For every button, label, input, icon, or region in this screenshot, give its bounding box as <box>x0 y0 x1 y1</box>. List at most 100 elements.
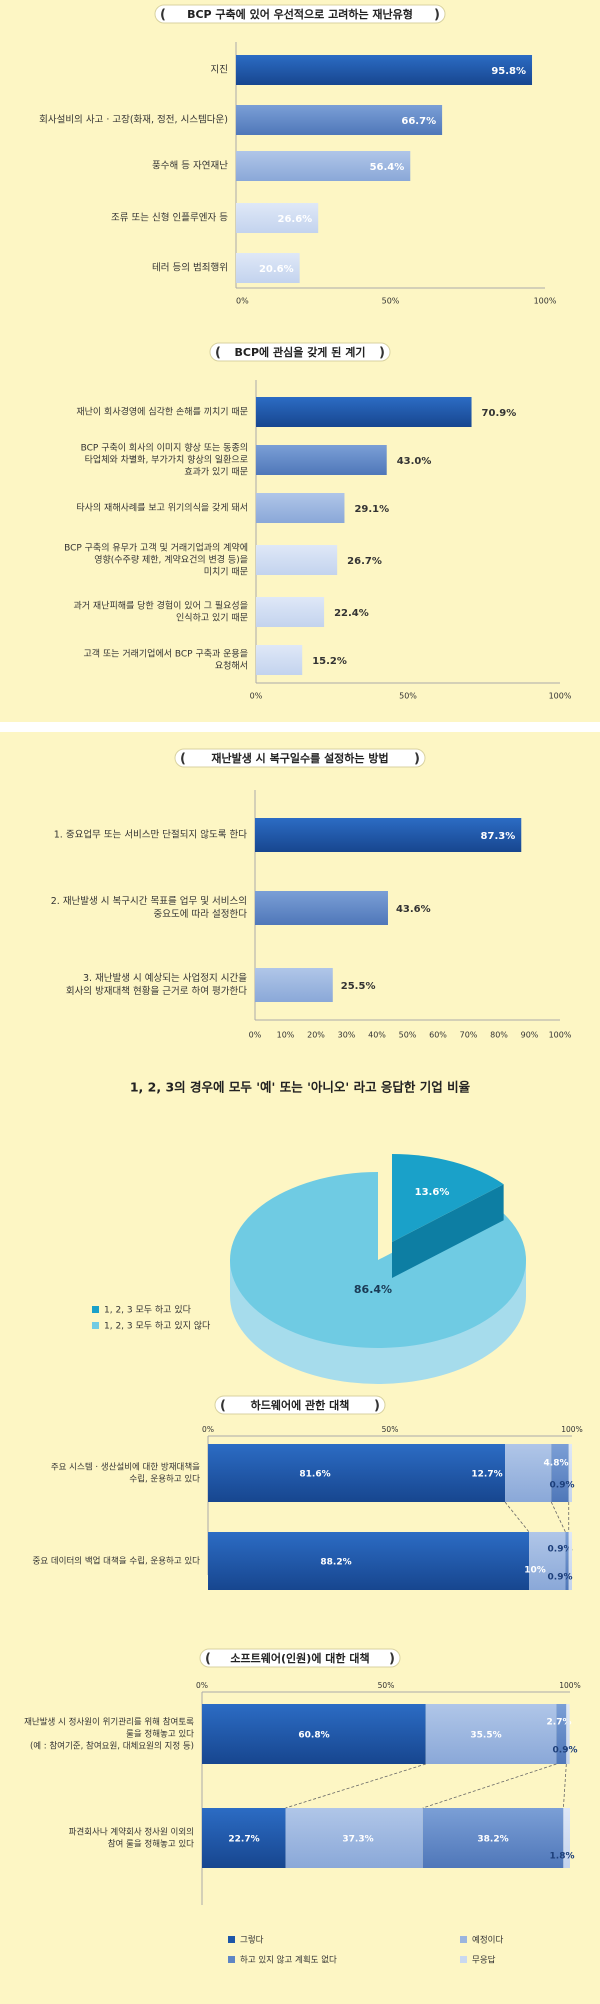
chart3-title: 재난발생 시 복구일수를 설정하는 방법 <box>211 751 388 765</box>
chart3-value-label: 43.6% <box>396 904 431 915</box>
chart5-value-label: 0.9% <box>550 1481 575 1491</box>
chart1-value-label: 95.8% <box>491 66 526 77</box>
chart2-title-bracket-right: ) <box>379 346 385 361</box>
chart6-connector-line <box>422 1763 557 1809</box>
chart2-title-bracket-left: ( <box>215 346 221 361</box>
chart3-x-tick-label: 90% <box>521 1031 539 1040</box>
chart4-legend-label: 1, 2, 3 모두 하고 있지 않다 <box>104 1320 211 1332</box>
chart6-bar-segment <box>425 1704 557 1764</box>
chart1-category-label: 조류 또는 신형 인플루엔자 등 <box>111 213 228 224</box>
chart6-category-label-line: 룰을 정해놓고 있다 <box>126 1729 194 1740</box>
chart3-x-tick-label: 40% <box>368 1031 386 1040</box>
chart2-category-label-line: 타업체와 차별화, 부가가치 향상의 일환으로 <box>85 454 248 466</box>
chart6-bar-segment <box>563 1808 570 1868</box>
chart5-bar-segment <box>551 1444 569 1502</box>
chart5-title: 하드웨어에 관한 대책 <box>251 1398 350 1412</box>
chart5-value-label: 10% <box>524 1566 546 1576</box>
chart1-bar <box>236 253 300 283</box>
chart2-bar <box>256 645 303 675</box>
chart6-value-label: 0.9% <box>553 1746 578 1756</box>
chart1-bar <box>236 55 533 85</box>
chart3-category-label-line: 2. 재난발생 시 복구시간 목표를 업무 및 서비스의 <box>51 895 247 907</box>
chart3-value-label: 25.5% <box>341 981 376 992</box>
chart3-bar <box>255 968 333 1002</box>
chart2-value-label: 29.1% <box>354 504 389 515</box>
chart2-x-tick-label: 100% <box>549 692 572 701</box>
chart6-legend-swatch <box>460 1956 467 1963</box>
chart3-category-label-line: 1. 중요업무 또는 서비스만 단절되지 않도록 한다 <box>54 829 248 841</box>
chart6-value-label: 22.7% <box>228 1835 259 1845</box>
chart6-title: 소프트웨어(인원)에 대한 대책 <box>230 1651 369 1665</box>
chart4-legend-swatch <box>92 1322 99 1329</box>
chart1-category-label: 테러 등의 범죄행위 <box>152 262 228 274</box>
chart2-bar <box>256 397 472 427</box>
chart6-connector-line <box>562 1763 567 1809</box>
chart1-category-label: 지진 <box>211 65 228 76</box>
chart5-bar-segment <box>208 1532 530 1590</box>
chart6-x-tick-label: 0% <box>196 1681 208 1690</box>
chart6-value-label: 37.3% <box>342 1835 373 1845</box>
chart6-x-tick-label: 100% <box>559 1681 580 1690</box>
chart6-legend-swatch <box>460 1936 467 1943</box>
chart6-category-label-line: 파견회사나 계약회사 정사원 이외의 <box>69 1827 194 1838</box>
chart2-value-label: 15.2% <box>312 656 347 667</box>
chart4-pie-slice-small-side <box>392 1184 504 1278</box>
chart5-value-label: 0.9% <box>548 1573 573 1583</box>
chart5-connector-line <box>550 1501 566 1533</box>
chart1-category-label: 풍수해 등 자연재난 <box>152 160 228 172</box>
chart6-value-label: 60.8% <box>298 1731 329 1741</box>
chart2-x-tick-label: 0% <box>250 692 263 701</box>
chart6-legend-label: 하고 있지 않고 계획도 없다 <box>240 1955 337 1966</box>
chart5-value-label: 88.2% <box>320 1558 351 1568</box>
chart2-value-label: 70.9% <box>482 408 517 419</box>
chart6-legend-label: 그렇다 <box>240 1935 264 1946</box>
chart4-legend-swatch <box>92 1306 99 1313</box>
chart6-category-label-line: 재난발생 시 정사원이 위기관리를 위해 참여토록 <box>24 1717 194 1728</box>
chart3-value-label: 87.3% <box>481 831 516 842</box>
chart2-title: BCP에 관심을 갖게 된 계기 <box>235 345 366 359</box>
chart2-category-label-line: 요청해서 <box>215 661 248 672</box>
chart1-value-label: 66.7% <box>401 116 436 127</box>
chart6-bar-segment <box>422 1808 564 1868</box>
chart2-category-label-line: 인식하고 있기 때문 <box>176 612 248 624</box>
chart5-bar-segment <box>505 1444 552 1502</box>
chart3-x-tick-label: 10% <box>277 1031 295 1040</box>
chart2-category-label-line: 고객 또는 거래기업에서 BCP 구축과 운용을 <box>83 649 248 660</box>
chart5-bar-segment <box>529 1532 566 1590</box>
chart2-bar <box>256 445 387 475</box>
chart6-title-bg <box>199 1648 401 1668</box>
chart6-connector-line <box>285 1763 426 1809</box>
chart3-category-label-line: 3. 재난발생 시 예상되는 사업정지 시간을 <box>83 972 247 984</box>
chart6-x-tick-label: 50% <box>378 1681 395 1690</box>
chart5-x-tick-label: 50% <box>382 1425 399 1434</box>
chart5-title-bracket-right: ) <box>374 1399 380 1414</box>
chart6-value-label: 1.8% <box>550 1852 575 1862</box>
chart2-value-label: 22.4% <box>334 608 369 619</box>
chart4-title: 1, 2, 3의 경우에 모두 '예' 또는 '아니오' 라고 응답한 기업 비… <box>130 1080 471 1095</box>
chart6-bar-segment <box>285 1808 423 1868</box>
chart1-bar <box>236 105 443 135</box>
chart1-value-label: 20.6% <box>259 264 294 275</box>
chart3-category-label-line: 중요도에 따라 설정한다 <box>154 909 248 920</box>
chart2-category-label-line: 미치기 때문 <box>204 566 248 578</box>
chart1-x-tick-label: 50% <box>382 297 400 306</box>
chart5-category-label-line: 주요 시스템 · 생산설비에 대한 방재대책을 <box>51 1462 200 1473</box>
chart2-category-label-line: BCP 구축의 유무가 고객 및 거래기업과의 계약에 <box>64 542 248 554</box>
chart2-category-label-line: 과거 재난피해를 당한 경험이 있어 그 필요성을 <box>74 600 249 612</box>
chart6-bar-segment <box>202 1808 286 1868</box>
chart5-x-tick-label: 0% <box>202 1425 214 1434</box>
chart3-bar <box>255 891 388 925</box>
chart1-title-bracket-right: ) <box>434 8 440 23</box>
chart2-title-bg <box>209 342 391 362</box>
chart1-x-tick-label: 100% <box>534 297 557 306</box>
chart6-value-label: 35.5% <box>470 1731 501 1741</box>
chart4-pie-slice-large <box>229 1172 526 1348</box>
chart2-x-tick-label: 50% <box>399 692 417 701</box>
chart1-x-tick-label: 0% <box>236 297 249 306</box>
chart2-value-label: 43.0% <box>397 456 432 467</box>
chart5-bar-segment <box>568 1532 572 1590</box>
chart6-legend-swatch <box>228 1956 235 1963</box>
chart6-value-label: 38.2% <box>477 1835 508 1845</box>
chart4-pie-slice-small <box>392 1154 504 1242</box>
